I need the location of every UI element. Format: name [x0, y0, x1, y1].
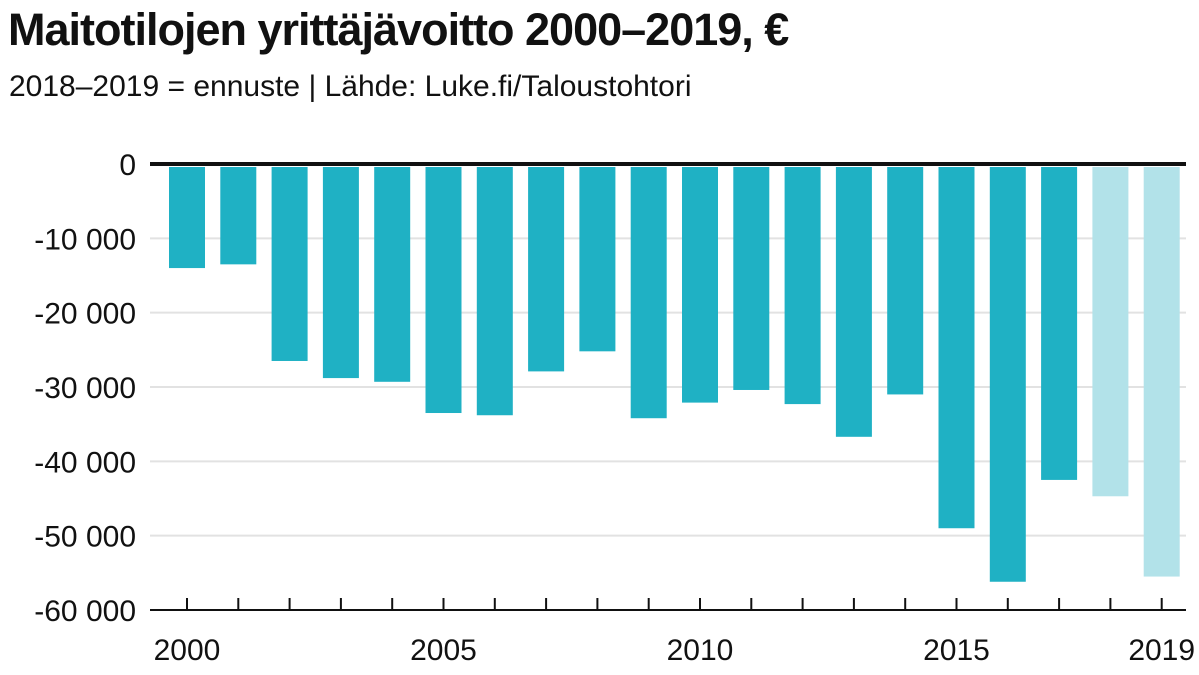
bar-2015	[938, 167, 975, 529]
bar-2013	[835, 167, 872, 437]
axes	[150, 162, 1186, 611]
bar-2017	[1041, 167, 1078, 480]
bar-2006	[476, 167, 513, 416]
x-tick-label: 2010	[667, 634, 734, 667]
bar-2011	[733, 167, 770, 390]
bar-2016	[989, 167, 1026, 582]
y-tick-label: -40 000	[34, 446, 136, 479]
x-tick-label: 2000	[154, 634, 221, 667]
y-tick-label: -30 000	[34, 372, 136, 405]
bar-2012	[784, 167, 821, 405]
bar-2001	[220, 167, 257, 265]
y-tick-label: -50 000	[34, 521, 136, 554]
bar-2004	[374, 167, 411, 382]
y-tick-label: -10 000	[34, 223, 136, 256]
bar-2005	[425, 167, 462, 414]
bar-2007	[528, 167, 565, 372]
bar-2019	[1143, 167, 1180, 577]
y-tick-label: -60 000	[34, 595, 136, 628]
y-tick-label: -20 000	[34, 298, 136, 331]
tick-labels: 0 -10 000 -20 000 -30 000 -40 000 -50 000 -60 …	[34, 149, 1195, 667]
bar-2002	[271, 167, 308, 361]
bar-2018	[1092, 167, 1129, 497]
y-tick-label: 0	[119, 149, 136, 182]
chart-title: Maitotilojen yrittäjävoitto 2000–2019, €	[8, 4, 789, 55]
x-tick-label: 2015	[923, 634, 990, 667]
bar-2014	[887, 167, 924, 395]
bar-2009	[630, 167, 667, 419]
bars	[169, 167, 1180, 582]
bar-2010	[682, 167, 718, 403]
x-tick-label: 2019	[1128, 634, 1195, 667]
bar-2008	[579, 167, 616, 352]
bar-2000	[169, 167, 205, 269]
chart-subtitle: 2018–2019 = ennuste | Lähde: Luke.fi/Tal…	[9, 70, 692, 103]
x-tick-label: 2005	[410, 634, 477, 667]
bar-2003	[322, 167, 359, 379]
